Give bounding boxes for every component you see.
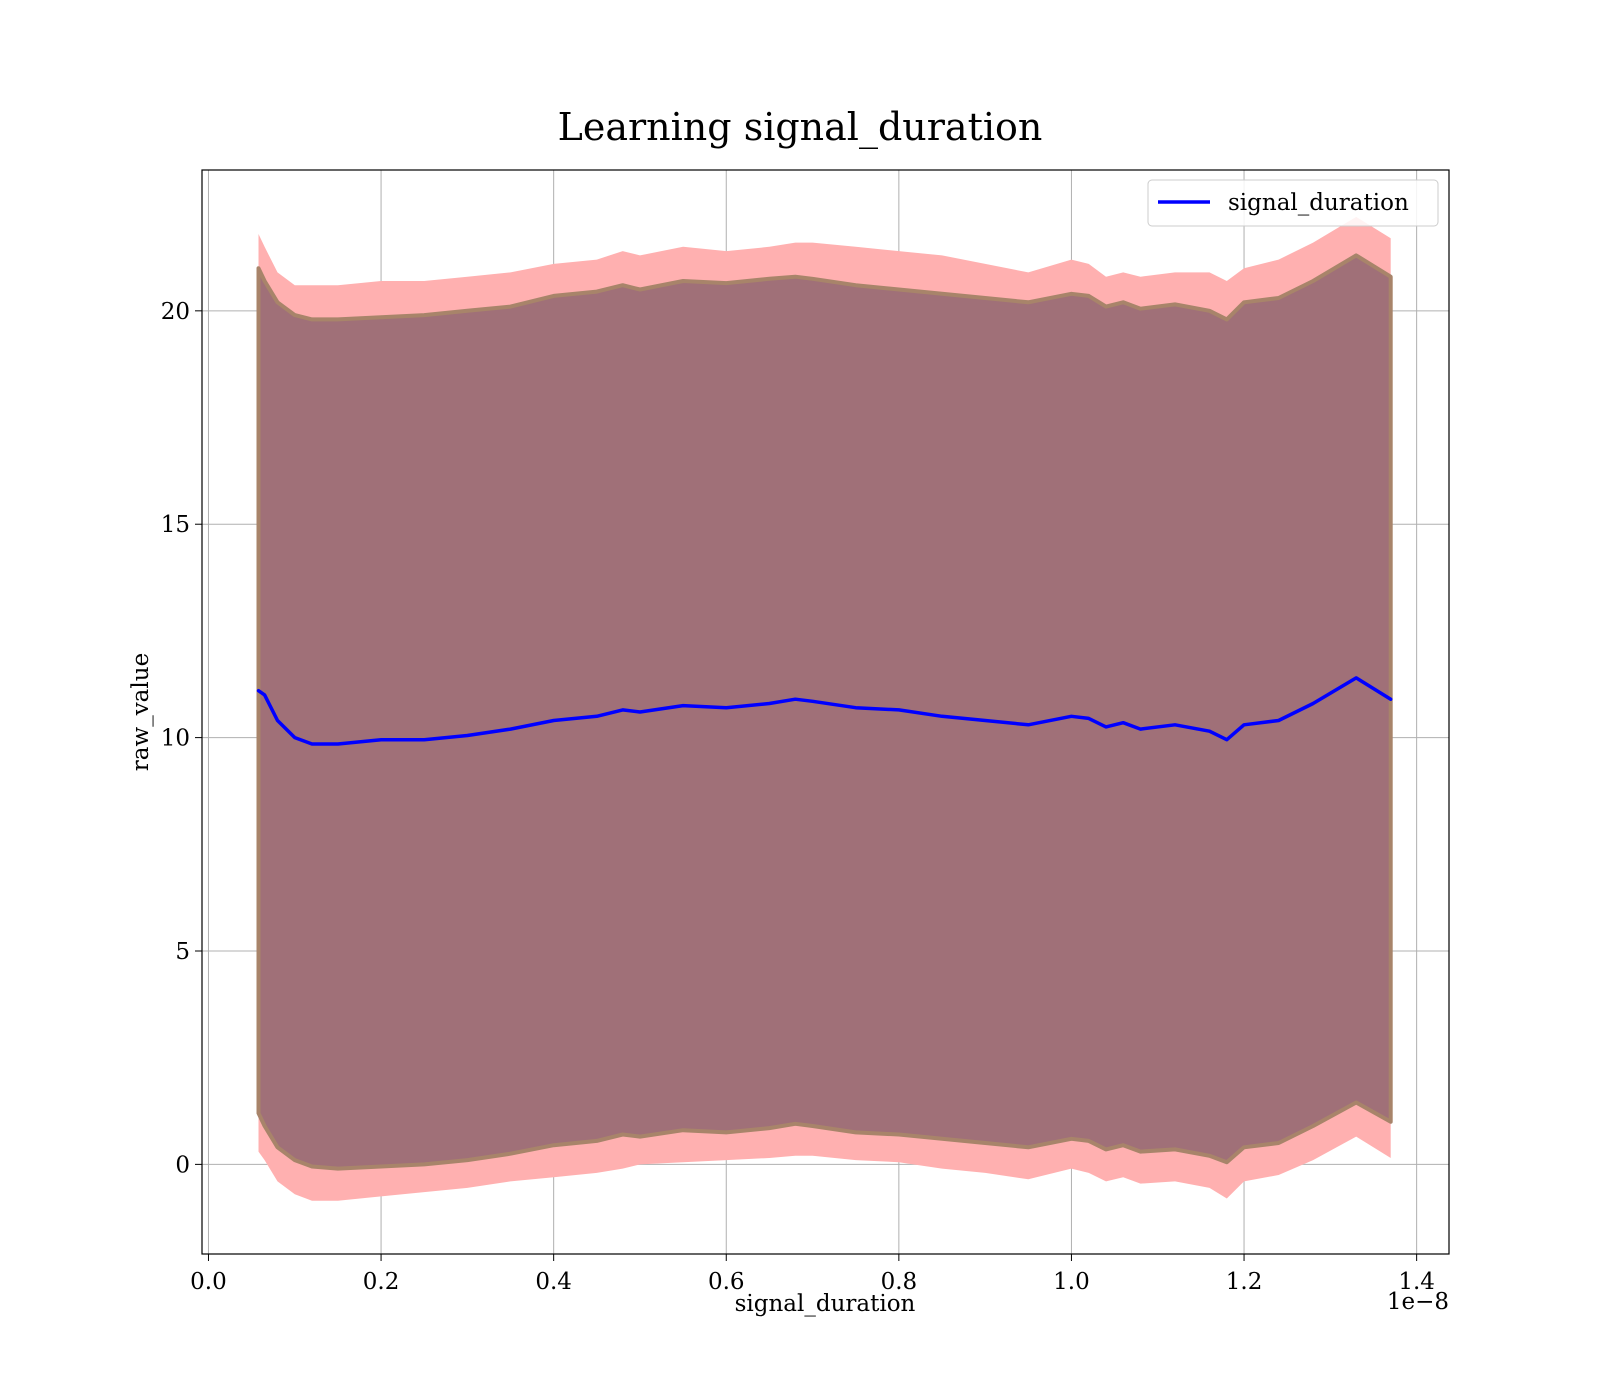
y-tick-label: 0 [175, 1152, 190, 1178]
y-tick-label: 15 [161, 512, 190, 538]
y-axis-label: raw_value [128, 653, 154, 771]
series-lines [256, 676, 1393, 746]
x-tick-label: 1.4 [1398, 1269, 1435, 1295]
x-tick-label: 0.2 [363, 1269, 400, 1295]
inner-confidence-band [256, 253, 1393, 1171]
x-tick-label: 0.6 [708, 1269, 745, 1295]
x-tick-label: 0.0 [190, 1269, 227, 1295]
y-axis-ticks: 0 5 10 15 20 [161, 299, 202, 1178]
legend: signal_duration [1147, 179, 1439, 227]
x-tick-label: 0.4 [535, 1269, 572, 1295]
y-tick-label: 20 [161, 299, 190, 325]
x-tick-label: 1.2 [1226, 1269, 1263, 1295]
plot-frame [201, 169, 1450, 1255]
series-line-signal-duration [256, 676, 1393, 746]
plot-area [201, 169, 1450, 1255]
legend-box [1147, 179, 1439, 227]
chart-title: Learning signal_duration [558, 105, 1043, 150]
x-axis-label: signal_duration [735, 1291, 916, 1317]
x-axis-offset-label: 1e−8 [1387, 1289, 1449, 1315]
y-tick-label: 5 [175, 939, 190, 965]
confidence-bands [256, 216, 1393, 1201]
x-tick-label: 1.0 [1053, 1269, 1090, 1295]
x-tick-label: 0.8 [881, 1269, 918, 1295]
x-axis-ticks: 0.0 0.2 0.4 0.6 0.8 1.0 1.2 1.4 [190, 1254, 1435, 1295]
legend-label-signal-duration: signal_duration [1228, 190, 1409, 216]
y-tick-label: 10 [161, 726, 190, 752]
